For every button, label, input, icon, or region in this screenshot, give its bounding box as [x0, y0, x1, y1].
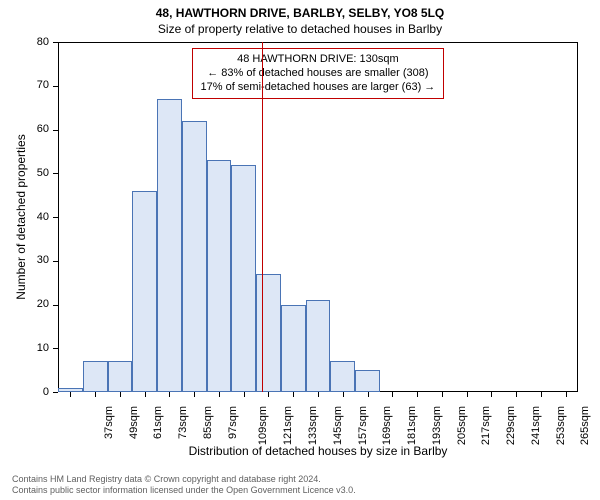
histogram-bar — [256, 274, 281, 392]
x-tick-mark — [120, 392, 121, 397]
histogram-bar — [330, 361, 355, 392]
y-tick-mark — [53, 173, 58, 174]
y-tick-mark — [53, 42, 58, 43]
x-tick-mark — [442, 392, 443, 397]
annotation-line-0: 48 HAWTHORN DRIVE: 130sqm — [201, 53, 436, 67]
x-tick-mark — [293, 392, 294, 397]
x-tick-label: 61sqm — [152, 406, 164, 439]
histogram-bar — [132, 191, 157, 392]
annotation-box: 48 HAWTHORN DRIVE: 130sqm ← 83% of detac… — [192, 48, 445, 99]
x-tick-mark — [392, 392, 393, 397]
x-tick-label: 133sqm — [307, 406, 319, 445]
x-tick-label: 229sqm — [505, 406, 517, 445]
x-tick-mark — [169, 392, 170, 397]
y-tick-label: 10 — [0, 342, 49, 354]
x-tick-mark — [417, 392, 418, 397]
credit-line-1: Contains public sector information licen… — [12, 485, 356, 496]
x-tick-mark — [244, 392, 245, 397]
x-tick-label: 85sqm — [202, 406, 214, 439]
histogram-bar — [182, 121, 207, 392]
x-tick-mark — [95, 392, 96, 397]
x-tick-mark — [343, 392, 344, 397]
x-tick-mark — [70, 392, 71, 397]
x-tick-label: 37sqm — [103, 406, 115, 439]
y-tick-label: 0 — [0, 386, 49, 398]
credits: Contains HM Land Registry data © Crown c… — [12, 474, 356, 497]
y-tick-label: 70 — [0, 79, 49, 91]
histogram-bar — [281, 305, 306, 393]
x-tick-mark — [219, 392, 220, 397]
x-tick-label: 217sqm — [480, 406, 492, 445]
x-tick-label: 193sqm — [431, 406, 443, 445]
x-tick-mark — [491, 392, 492, 397]
y-tick-label: 60 — [0, 123, 49, 135]
y-tick-mark — [53, 217, 58, 218]
x-tick-mark — [516, 392, 517, 397]
x-tick-label: 253sqm — [555, 406, 567, 445]
x-tick-mark — [268, 392, 269, 397]
y-tick-mark — [53, 305, 58, 306]
x-tick-label: 49sqm — [128, 406, 140, 439]
y-tick-label: 20 — [0, 298, 49, 310]
x-tick-label: 145sqm — [332, 406, 344, 445]
histogram-bar — [108, 361, 133, 392]
y-tick-label: 30 — [0, 254, 49, 266]
x-tick-label: 121sqm — [282, 406, 294, 445]
x-tick-label: 73sqm — [177, 406, 189, 439]
y-tick-mark — [53, 392, 58, 393]
y-tick-label: 50 — [0, 167, 49, 179]
x-tick-label: 241sqm — [530, 406, 542, 445]
histogram-bar — [157, 99, 182, 392]
figure: { "title": { "text": "48, HAWTHORN DRIVE… — [0, 0, 600, 500]
x-tick-label: 181sqm — [406, 406, 418, 445]
x-tick-mark — [318, 392, 319, 397]
histogram-bar — [231, 165, 256, 393]
y-tick-mark — [53, 130, 58, 131]
histogram-bar — [355, 370, 380, 392]
x-tick-mark — [541, 392, 542, 397]
y-tick-mark — [53, 348, 58, 349]
x-tick-label: 109sqm — [258, 406, 270, 445]
y-tick-label: 40 — [0, 211, 49, 223]
marker-vline — [262, 42, 263, 392]
x-tick-mark — [467, 392, 468, 397]
x-tick-label: 265sqm — [579, 406, 591, 445]
histogram-bar — [306, 300, 331, 392]
credit-line-0: Contains HM Land Registry data © Crown c… — [12, 474, 356, 485]
x-tick-label: 157sqm — [357, 406, 369, 445]
histogram-bar — [83, 361, 108, 392]
y-tick-mark — [53, 86, 58, 87]
x-tick-label: 169sqm — [381, 406, 393, 445]
x-axis-label: Distribution of detached houses by size … — [58, 444, 578, 458]
x-tick-mark — [145, 392, 146, 397]
histogram-bar — [207, 160, 232, 392]
annotation-line-2: 17% of semi-detached houses are larger (… — [201, 81, 436, 95]
x-tick-mark — [194, 392, 195, 397]
chart-subtitle: Size of property relative to detached ho… — [0, 22, 600, 36]
x-tick-mark — [566, 392, 567, 397]
y-tick-label: 80 — [0, 36, 49, 48]
annotation-line-1: ← 83% of detached houses are smaller (30… — [201, 67, 436, 81]
y-tick-mark — [53, 261, 58, 262]
x-tick-label: 205sqm — [456, 406, 468, 445]
x-tick-label: 97sqm — [227, 406, 239, 439]
address-title: 48, HAWTHORN DRIVE, BARLBY, SELBY, YO8 5… — [0, 6, 600, 20]
x-tick-mark — [368, 392, 369, 397]
